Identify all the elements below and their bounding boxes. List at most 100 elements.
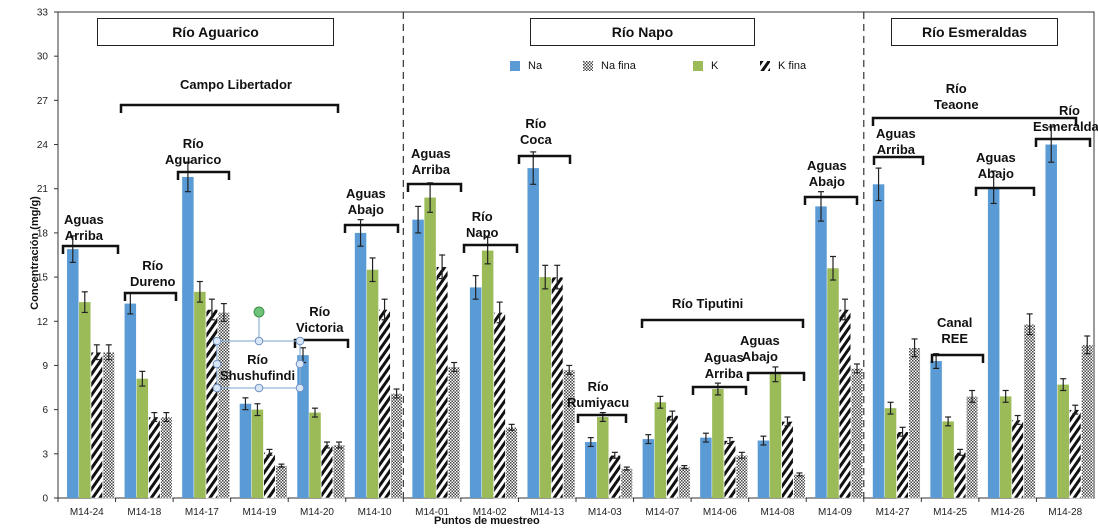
bar-k — [194, 291, 206, 498]
annot-aguas-abajo-1: Aguas Abajo — [346, 186, 386, 217]
bar-k-fina — [321, 444, 333, 499]
annotation-bracket — [746, 371, 806, 381]
x-tick-label: M14-08 — [760, 507, 794, 518]
annot-rio-tiputini: Río Tiputini — [672, 296, 744, 311]
x-tick-label: M14-03 — [588, 507, 622, 518]
annotation-bracket — [462, 243, 519, 253]
bar-na — [1045, 144, 1057, 498]
y-tick-label: 6 — [42, 405, 48, 416]
bar-k — [424, 197, 436, 498]
bar-na-fina — [735, 455, 748, 499]
bar-na — [642, 439, 655, 498]
resize-handle — [295, 336, 305, 346]
bar-na — [67, 249, 79, 498]
bar-k-fina — [263, 452, 276, 499]
bar-k — [481, 250, 494, 498]
x-tick-label: M14-10 — [358, 507, 392, 518]
annot-rio-rumiyacu: Río Rumiyacu — [567, 379, 630, 410]
bar-na — [182, 176, 194, 499]
resize-handle — [254, 336, 264, 346]
bar-na-fina — [275, 465, 288, 499]
bar-group — [67, 126, 1094, 499]
bar-na — [412, 219, 424, 498]
x-tick-label: M14-07 — [645, 507, 679, 518]
y-tick-label: 0 — [42, 494, 48, 505]
legend-swatch-k-fina — [760, 61, 770, 71]
annotation-bracket — [576, 413, 628, 423]
annotation-bracket — [176, 170, 231, 180]
bar-k — [1057, 384, 1069, 498]
bar-k — [654, 402, 667, 498]
annotation-brackets — [61, 103, 1092, 423]
bar-k-fina — [954, 452, 967, 499]
bar-na — [297, 355, 309, 498]
annot-rio-shushufindi: Río Shushufindi — [220, 352, 296, 383]
bar-k — [999, 396, 1012, 498]
bar-k-fina — [1011, 419, 1024, 499]
bar-na-fina — [908, 347, 921, 499]
annotation-bracket — [803, 195, 859, 205]
annotation-bracket — [871, 116, 1078, 126]
bar-na-fina — [678, 466, 691, 499]
x-tick-label: M14-18 — [127, 507, 161, 518]
bar-k-fina — [378, 309, 391, 499]
bar-k — [366, 269, 379, 498]
bar-k-fina — [723, 440, 736, 499]
x-tick-label: M14-09 — [818, 507, 852, 518]
x-tick-label: M14-02 — [473, 507, 507, 518]
x-tick-label: M14-20 — [300, 507, 334, 518]
bar-k-fina — [493, 312, 506, 499]
bar-na — [987, 187, 1000, 498]
x-tick-label: M14-24 — [70, 507, 104, 518]
bar-na-fina — [620, 468, 633, 499]
bar-k-fina — [90, 351, 103, 499]
bar-k — [136, 378, 149, 498]
bar-na-fina — [160, 416, 173, 499]
x-tick-label: M14-17 — [185, 507, 219, 518]
bar-k-fina — [436, 266, 449, 499]
x-tick-label: M14-06 — [703, 507, 737, 518]
bar-k — [827, 268, 839, 498]
bar-na — [527, 168, 539, 499]
y-tick-label: 15 — [37, 273, 49, 284]
annotation-bracket — [872, 155, 925, 165]
bar-na-fina — [966, 396, 979, 499]
y-tick-label: 27 — [37, 96, 49, 107]
legend-label-na-fina: Na fina — [601, 60, 636, 72]
section-separators — [402, 12, 865, 498]
annot-campo-libertador: Campo Libertador — [180, 77, 292, 92]
x-tick-label: M14-19 — [242, 507, 276, 518]
legend-item-na-fina: Na fina — [583, 60, 636, 72]
annot-rio-coca: Río Coca — [520, 116, 552, 147]
y-tick-label: 30 — [37, 52, 49, 63]
annot-aguas-arriba-2: Aguas Arriba — [411, 146, 451, 177]
bar-na — [700, 437, 712, 498]
bar-na-fina — [333, 444, 345, 499]
annot-rio-teaone: Río Teaone — [934, 81, 979, 112]
bar-k-fina — [666, 415, 679, 499]
resize-handle — [295, 383, 305, 393]
bar-k — [769, 374, 782, 498]
bar-k-fina — [839, 309, 851, 499]
bar-na — [872, 184, 885, 499]
bar-k-fina — [608, 455, 621, 499]
legend-swatch-na-fina — [583, 61, 593, 71]
bar-k-fina — [551, 276, 564, 499]
annot-rio-napo: Río Napo — [466, 209, 499, 240]
bar-na-fina — [1081, 344, 1094, 499]
y-axis-title: Concentración (mg/g) — [29, 196, 41, 310]
legend-item-na: Na — [510, 60, 542, 72]
bar-na-fina — [505, 427, 518, 499]
annot-canal-ree: Canal REE — [937, 315, 973, 346]
bar-na-fina — [102, 351, 115, 499]
annotation-bracket — [293, 338, 350, 348]
bar-k-fina — [896, 431, 909, 499]
bar-na — [757, 440, 770, 498]
annotation-bracket — [1034, 137, 1092, 147]
annotation-bracket — [123, 291, 178, 301]
y-tick-label: 24 — [37, 140, 49, 151]
resize-handle — [254, 383, 264, 393]
annotation-bracket — [119, 103, 340, 113]
annotation-bracket — [343, 223, 400, 233]
